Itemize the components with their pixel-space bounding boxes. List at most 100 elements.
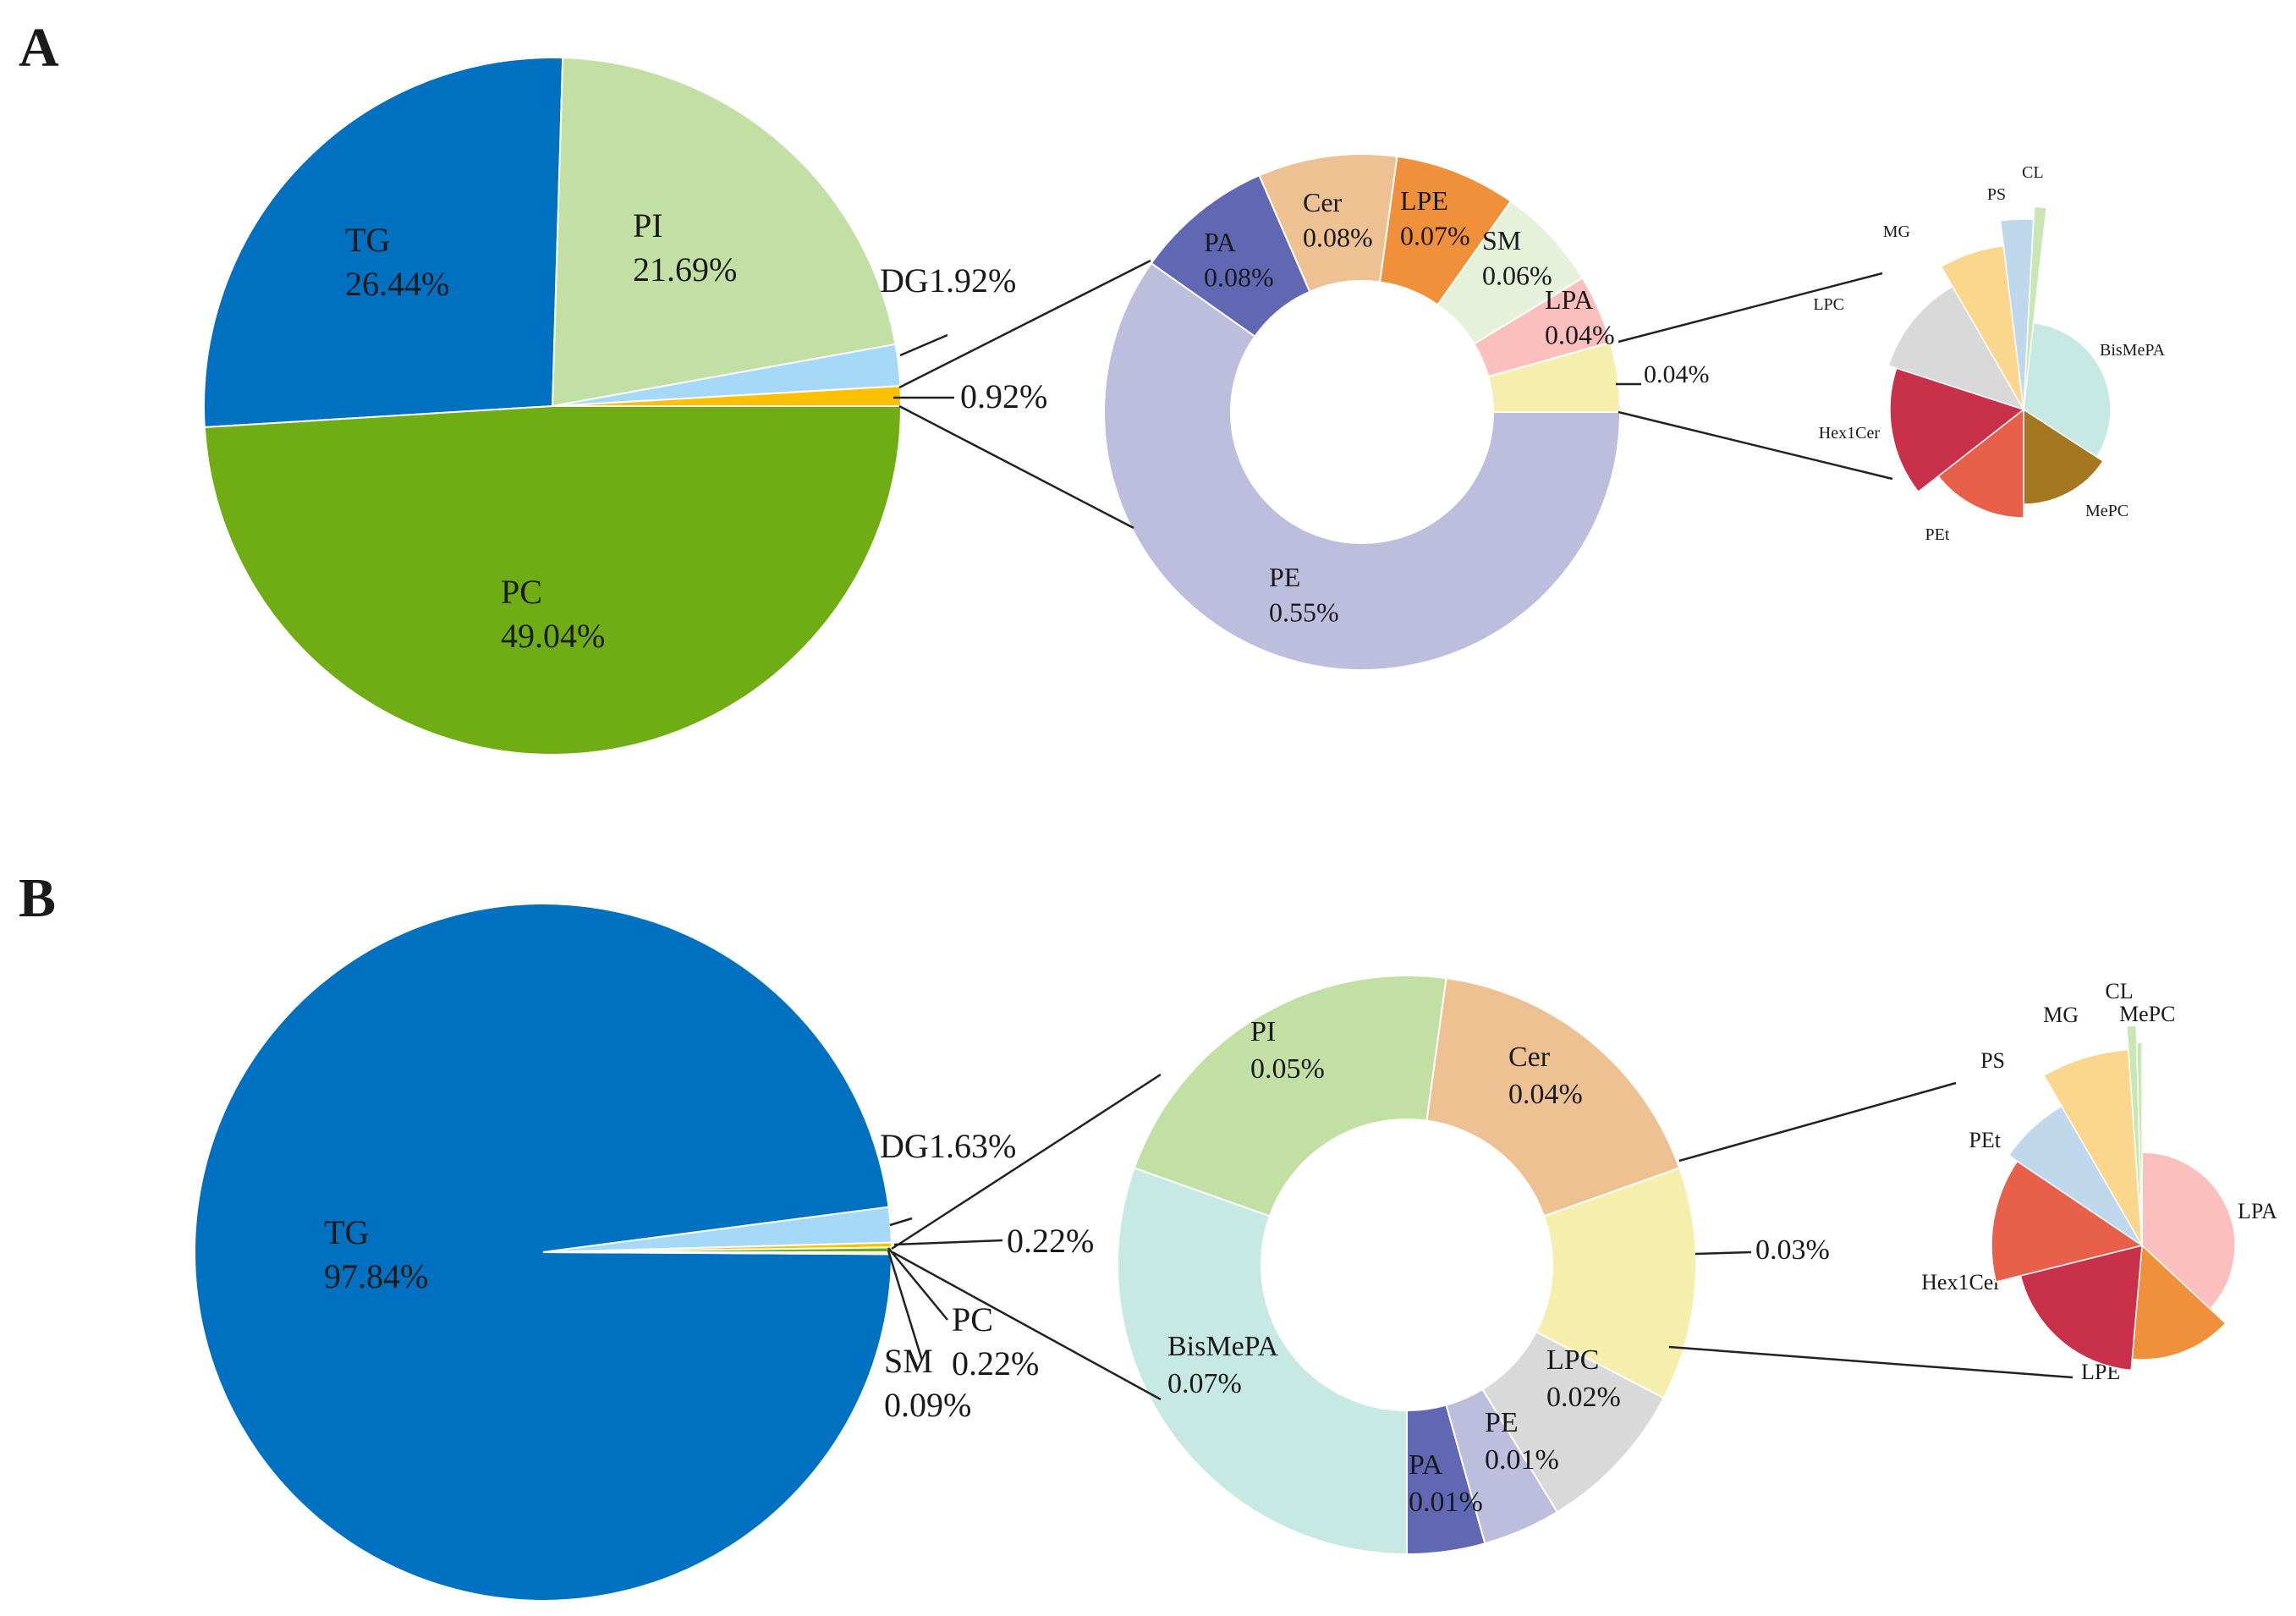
ring-slice-other <box>1487 341 1622 413</box>
ring-slice-pa <box>1406 1404 1486 1556</box>
main-label-pc: PC <box>501 573 542 611</box>
main-slice-tg <box>203 57 564 429</box>
main-label-pi: PI <box>633 206 663 245</box>
ring-value-cer: 0.08% <box>1303 223 1373 253</box>
panel-label-b: B <box>19 867 56 929</box>
panel-b: B TG 97.84% DG 1.63% 0.22% PC 0.22% SM 0.09% BisM… <box>19 867 2277 1602</box>
panel-a: A TG 26.44% PI 21.69% DG 1.92% 0.92% PC 49.04% PE… <box>19 17 2166 756</box>
panel-label-a: A <box>19 17 59 79</box>
detail-label-ps: PS <box>1987 185 2006 204</box>
ring-value-cer: 0.04% <box>1508 1079 1583 1110</box>
detail-label-mepc: MePC <box>2085 502 2128 520</box>
ring-value-lpc: 0.02% <box>1546 1382 1621 1413</box>
leader-line <box>891 1073 1162 1250</box>
leader-line <box>1695 1250 1752 1256</box>
leader-line <box>892 1250 1162 1401</box>
ring-value-lpa: 0.04% <box>1545 320 1615 350</box>
ring-value-pe: 0.01% <box>1485 1444 1559 1476</box>
ring-slice-pe <box>1103 261 1622 671</box>
ring-value-other: 0.04% <box>1644 360 1710 388</box>
detail-slice-pet <box>1937 408 2024 519</box>
ring-label-bismepa: BisMePA <box>1167 1331 1278 1362</box>
main-label-pc: PC <box>952 1300 993 1338</box>
main-value-other: 0.92% <box>960 377 1047 415</box>
main-value-tg: 97.84% <box>324 1257 428 1295</box>
main-label-tg: TG <box>345 221 390 259</box>
ring-label-cer: Cer <box>1508 1042 1551 1073</box>
ring-value-lpe: 0.07% <box>1400 221 1470 251</box>
leader-line <box>898 404 1134 530</box>
detail-slice-cl <box>2023 206 2048 410</box>
ring-value-sm: 0.06% <box>1482 261 1552 291</box>
breakdown-ring: PE 0.55% PA 0.08% Cer 0.08% LPE 0.07% SM 0.06%LPA… <box>1103 153 1710 671</box>
detail-label-bismepa: BisMePA <box>2100 341 2166 360</box>
ring-label-pi: PI <box>1250 1016 1276 1047</box>
main-label-dg: DG <box>880 261 929 300</box>
main-value-tg: 26.44% <box>345 265 449 303</box>
ring-label-pe: PE <box>1485 1407 1519 1438</box>
detail-label-hex1cer: Hex1Cer <box>1819 424 1881 442</box>
main-value-pi: 21.69% <box>633 250 737 289</box>
detail-label-mg: MG <box>2043 1003 2079 1027</box>
breakdown-ring: BisMePA 0.07% PI 0.05% Cer 0.04% 0.03% LPC 0.02%… <box>1117 975 1830 1556</box>
leader-line <box>893 1239 1003 1246</box>
main-label-tg: TG <box>324 1213 369 1251</box>
ring-label-pa: PA <box>1204 227 1236 257</box>
main-value-dg: 1.63% <box>929 1127 1016 1165</box>
leader-line <box>887 1247 948 1321</box>
leader-line <box>889 1217 913 1227</box>
ring-label-lpa: LPA <box>1545 284 1594 315</box>
ring-slice-other <box>1535 1167 1697 1399</box>
detail-label-lpa: LPA <box>2238 1199 2277 1223</box>
detail-label-mepc: MePC <box>2119 1002 2175 1026</box>
leader-line <box>887 1250 924 1361</box>
detail-label-pet: PEt <box>1925 525 1950 544</box>
ring-label-lpc: LPC <box>1546 1344 1599 1376</box>
leader-line <box>1668 1345 2074 1379</box>
main-value-sm: 0.09% <box>884 1386 971 1424</box>
ring-value-other: 0.03% <box>1755 1234 1830 1266</box>
ring-value-bismepa: 0.07% <box>1167 1368 1242 1399</box>
ring-slice-pi <box>1133 975 1447 1217</box>
main-value-dg: 1.92% <box>929 261 1016 300</box>
main-pie: TG 97.84% DG 1.63% 0.22% PC 0.22% SM 0.09% <box>194 902 1094 1602</box>
leader-line <box>1618 410 1893 481</box>
detail-label-cl: CL <box>2022 163 2044 182</box>
main-value-pc: 0.22% <box>952 1344 1039 1382</box>
leader-line <box>1678 1081 1957 1163</box>
detail-pie: BisMePA MePC PEt Hex1Cer LPC MG PS CL <box>1813 163 2165 544</box>
ring-label-pa: PA <box>1409 1449 1443 1481</box>
ring-slice-bismepa <box>1117 1167 1408 1556</box>
detail-slice-pet <box>1991 1160 2144 1283</box>
detail-slice-hex1cer <box>2019 1245 2143 1371</box>
detail-slice-cl <box>2126 1025 2143 1246</box>
ring-slice-cer <box>1425 977 1681 1217</box>
detail-label-lpc: LPC <box>1813 295 1844 314</box>
main-label-dg: DG <box>880 1127 929 1165</box>
detail-slice-mepc <box>2023 408 2104 505</box>
main-pie: TG 26.44% PI 21.69% DG 1.92% 0.92% PC 49.04% <box>203 57 1047 756</box>
main-value-other: 0.22% <box>1007 1222 1094 1260</box>
main-slice-pc <box>203 405 903 756</box>
ring-label-pe: PE <box>1269 562 1300 592</box>
leader-line <box>1618 272 1883 344</box>
detail-slice-mg <box>2042 1048 2143 1246</box>
ring-value-pa: 0.01% <box>1409 1487 1483 1518</box>
detail-slice-lpa <box>2141 1152 2236 1311</box>
main-slice-pi <box>551 57 897 408</box>
leader-line <box>899 333 948 357</box>
detail-slice-mepc <box>2135 1042 2143 1246</box>
detail-slice-lpe <box>2131 1244 2227 1360</box>
detail-label-cl: CL <box>2105 979 2133 1003</box>
main-value-pc: 49.04% <box>501 617 605 655</box>
ring-value-pa: 0.08% <box>1204 262 1274 293</box>
detail-slice-lpc <box>1887 285 2025 411</box>
ring-label-sm: SM <box>1482 225 1521 256</box>
main-label-sm: SM <box>884 1342 933 1380</box>
ring-label-lpe: LPE <box>1400 185 1448 216</box>
detail-label-ps: PS <box>1980 1048 2005 1073</box>
detail-label-pet: PEt <box>1969 1128 2001 1152</box>
ring-label-cer: Cer <box>1303 187 1343 217</box>
